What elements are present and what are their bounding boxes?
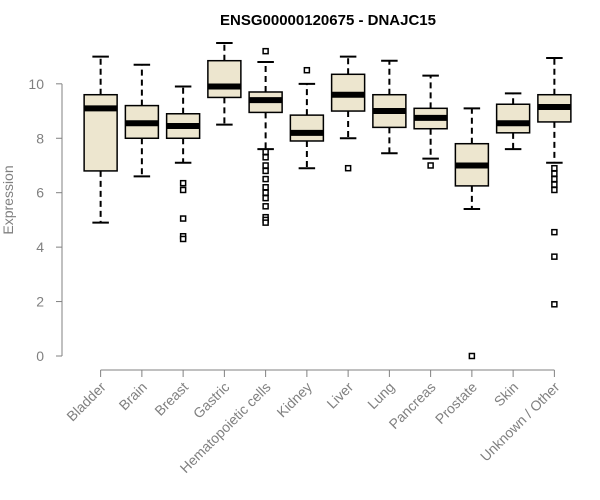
outlier-point [262,47,269,55]
boxplot-group [165,85,201,243]
outlier-point [262,175,269,183]
iqr-box [495,103,531,134]
outlier-point [303,66,311,74]
x-tick-label: Skin [491,379,522,410]
outlier-point [551,253,558,260]
outlier-point [344,164,352,172]
outlier-point [551,186,558,194]
boxplot-group [495,92,531,151]
outlier-point [551,170,558,177]
y-tick-label: 6 [36,185,44,201]
x-tick-label: Bladder [63,379,109,425]
outlier-point [179,215,187,222]
outlier-point [262,184,269,191]
outlier-point [551,164,558,172]
x-tick-label: Brain [116,379,150,413]
boxplots-layer [83,42,572,360]
outlier-point [427,162,434,169]
y-tick-label: 10 [28,76,44,92]
y-tick-label: 0 [36,348,44,364]
outlier-point [551,175,558,183]
chart-title: ENSG00000120675 - DNAJC15 [220,12,436,29]
axes-layer: 0 2 4 6 8 10 [28,76,555,377]
outlier-point [262,162,269,169]
x-tick-label: Liver [323,379,356,412]
boxplot-group [454,107,490,360]
boxplot-group [537,56,572,308]
boxplot-group [83,55,118,224]
outlier-point [262,189,269,196]
x-tick-label: Kidney [273,379,315,421]
boxplot-group [330,55,366,172]
outlier-point [262,167,269,175]
outlier-point [262,148,269,156]
outlier-point [262,194,269,202]
x-tick-label: Lung [364,379,397,412]
outlier-point [179,235,187,243]
iqr-box [289,114,325,142]
x-tick-label: Prostate [432,379,480,427]
outlier-point [468,352,476,360]
boxplot-group [248,47,283,226]
outlier-point [551,181,558,188]
y-tick-label: 4 [36,239,44,255]
iqr-box [207,59,242,99]
y-tick-label: 8 [36,130,44,146]
boxplot-group [413,74,448,169]
boxplot-group [207,42,242,126]
boxplot-group [289,66,325,170]
boxplot-group [372,59,407,155]
outlier-point [179,186,187,194]
outlier-point [262,154,269,161]
y-tick-label: 2 [36,294,44,310]
outlier-point [551,228,558,236]
x-tick-label: Breast [151,379,191,419]
outlier-point [179,179,187,187]
outlier-point [262,203,269,210]
outlier-point [262,219,269,226]
y-axis-label: Expression [0,165,16,234]
boxplot-group [124,63,160,178]
outlier-point [551,301,558,308]
